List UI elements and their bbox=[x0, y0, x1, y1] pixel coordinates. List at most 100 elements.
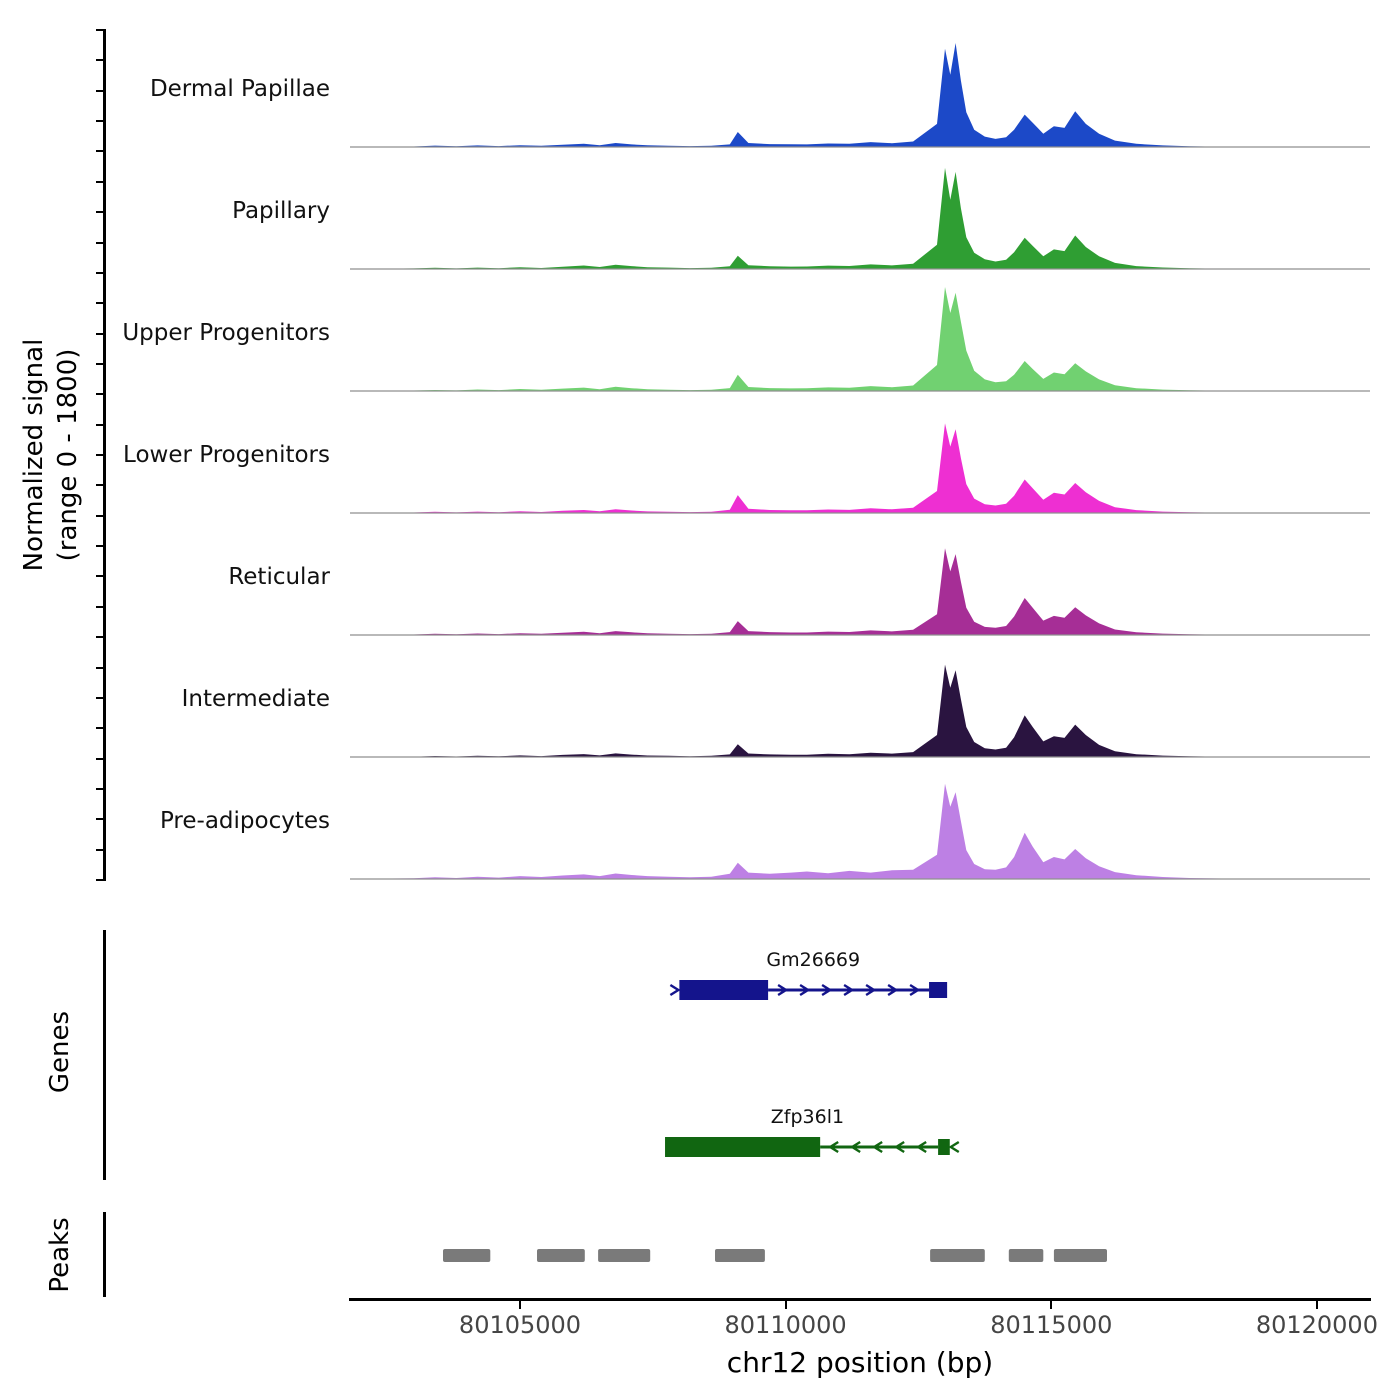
gene-exon-box bbox=[665, 1137, 821, 1157]
x-axis-tick-label: 80110000 bbox=[724, 1311, 847, 1339]
signal-axis-tick bbox=[96, 605, 106, 608]
signal-axis-tick bbox=[96, 302, 106, 305]
peak-region bbox=[1008, 1249, 1044, 1262]
x-axis-title: chr12 position (bp) bbox=[726, 1346, 994, 1379]
signal-axis-tick bbox=[96, 423, 106, 426]
signal-plot-intermediate bbox=[350, 664, 1370, 758]
signal-axis-tick bbox=[96, 120, 106, 123]
peak-region bbox=[537, 1249, 585, 1262]
strand-arrow-icon bbox=[909, 983, 921, 997]
gene-exon-box bbox=[679, 980, 769, 1000]
signal-plot-reticular bbox=[350, 548, 1370, 636]
track-label-papillary: Papillary bbox=[232, 198, 330, 224]
signal-axis-tick bbox=[96, 393, 106, 396]
strand-arrow-icon bbox=[777, 983, 789, 997]
signal-axis-tick bbox=[96, 696, 106, 699]
signal-axis-tick bbox=[96, 484, 106, 487]
signal-axis-tick bbox=[96, 150, 106, 153]
track-label-upper-progenitors: Upper Progenitors bbox=[122, 320, 330, 346]
signal-axis-tick bbox=[96, 818, 106, 821]
signal-plot-papillary bbox=[350, 167, 1370, 270]
signal-tracks-panel: Dermal Papillae Papillary Upper Progenitor… bbox=[0, 28, 1400, 882]
peak-region bbox=[598, 1249, 651, 1262]
x-axis-tick-label: 80105000 bbox=[458, 1311, 582, 1339]
peak-region bbox=[1053, 1249, 1107, 1262]
track-label-reticular: Reticular bbox=[228, 564, 330, 590]
signal-axis-tick bbox=[96, 787, 106, 790]
track-label-dermal-papillae: Dermal Papillae bbox=[149, 76, 330, 102]
strand-arrow-icon bbox=[849, 1140, 861, 1154]
genes-axis-label: Genes bbox=[45, 1010, 75, 1094]
genes-axis-line bbox=[103, 930, 106, 1180]
signal-axis-tick bbox=[96, 848, 106, 851]
gene-label-zfp36l1: Zfp36l1 bbox=[771, 1106, 844, 1128]
track-row-pre-adipocytes: Pre-adipocytes bbox=[0, 760, 1400, 882]
signal-axis-tick bbox=[96, 241, 106, 244]
track-row-intermediate: Intermediate bbox=[0, 638, 1400, 760]
signal-y-axis-line bbox=[96, 29, 106, 881]
strand-arrow-icon bbox=[843, 983, 855, 997]
signal-plot-pre-adipocytes bbox=[350, 783, 1370, 880]
peak-region bbox=[715, 1249, 765, 1262]
track-label-intermediate: Intermediate bbox=[181, 686, 330, 712]
x-axis-tick bbox=[1315, 1301, 1318, 1309]
x-axis-tick-label: 80115000 bbox=[990, 1311, 1113, 1339]
track-row-dermal-papillae: Dermal Papillae bbox=[0, 28, 1400, 150]
signal-area-lower-progenitors bbox=[350, 423, 1370, 513]
signal-axis-tick bbox=[96, 636, 106, 639]
signal-plot-lower-progenitors bbox=[350, 423, 1370, 514]
strand-arrow-icon bbox=[827, 1140, 839, 1154]
signal-axis-tick bbox=[96, 362, 106, 365]
signal-area-reticular bbox=[350, 548, 1370, 635]
signal-axis-tick bbox=[96, 180, 106, 183]
signal-area-intermediate bbox=[350, 664, 1370, 757]
gene-label-gm26669: Gm26669 bbox=[766, 949, 860, 971]
genes-panel: Gm26669 Zfp36l1 bbox=[665, 949, 960, 1157]
signal-area-dermal-papillae bbox=[350, 43, 1370, 147]
signal-axis-tick bbox=[96, 666, 106, 669]
strand-arrow-icon bbox=[893, 1140, 905, 1154]
strand-arrow-icon bbox=[821, 983, 833, 997]
track-row-lower-progenitors: Lower Progenitors bbox=[0, 394, 1400, 516]
signal-area-pre-adipocytes bbox=[350, 783, 1370, 879]
gene-end-box bbox=[929, 982, 948, 998]
gene-model-zfp36l1: Zfp36l1 bbox=[665, 1106, 960, 1157]
strand-arrow-icon bbox=[948, 1140, 960, 1154]
signal-axis-tick bbox=[96, 59, 106, 62]
x-axis-line bbox=[349, 1298, 1371, 1301]
signal-axis-tick bbox=[96, 454, 106, 456]
x-axis-tick bbox=[519, 1301, 521, 1309]
peaks-axis-line bbox=[103, 1212, 106, 1297]
signal-axis-tick bbox=[96, 514, 106, 517]
track-row-papillary: Papillary bbox=[0, 150, 1400, 272]
strand-arrow-icon bbox=[915, 1140, 927, 1154]
signal-axis-tick bbox=[96, 879, 106, 881]
signal-axis-tick bbox=[96, 29, 106, 31]
gene-model-gm26669: Gm26669 bbox=[669, 949, 948, 1000]
peak-region bbox=[443, 1249, 491, 1262]
track-row-upper-progenitors: Upper Progenitors bbox=[0, 272, 1400, 394]
track-label-lower-progenitors: Lower Progenitors bbox=[123, 442, 330, 468]
track-row-reticular: Reticular bbox=[0, 516, 1400, 638]
peaks-panel bbox=[443, 1249, 1107, 1262]
track-label-pre-adipocytes: Pre-adipocytes bbox=[159, 808, 330, 834]
strand-arrow-icon bbox=[799, 983, 811, 997]
x-axis-tick-label: 80120000 bbox=[1255, 1311, 1378, 1339]
signal-axis-tick bbox=[96, 545, 106, 548]
gene-end-box bbox=[938, 1139, 950, 1155]
x-axis-tick bbox=[784, 1301, 787, 1309]
signal-plot-dermal-papillae bbox=[350, 43, 1370, 148]
strand-arrow-icon bbox=[865, 983, 877, 997]
signal-area-papillary bbox=[350, 167, 1370, 269]
signal-axis-tick bbox=[96, 211, 106, 214]
x-axis-tick bbox=[1050, 1301, 1053, 1309]
signal-axis-tick bbox=[96, 89, 106, 92]
signal-axis-tick bbox=[96, 575, 106, 578]
peak-region bbox=[930, 1249, 985, 1262]
signal-axis-tick bbox=[96, 727, 106, 730]
signal-axis-tick bbox=[96, 271, 106, 274]
strand-arrow-icon bbox=[669, 983, 681, 997]
signal-area-upper-progenitors bbox=[350, 287, 1370, 391]
peaks-axis-label: Peaks bbox=[45, 1217, 75, 1293]
